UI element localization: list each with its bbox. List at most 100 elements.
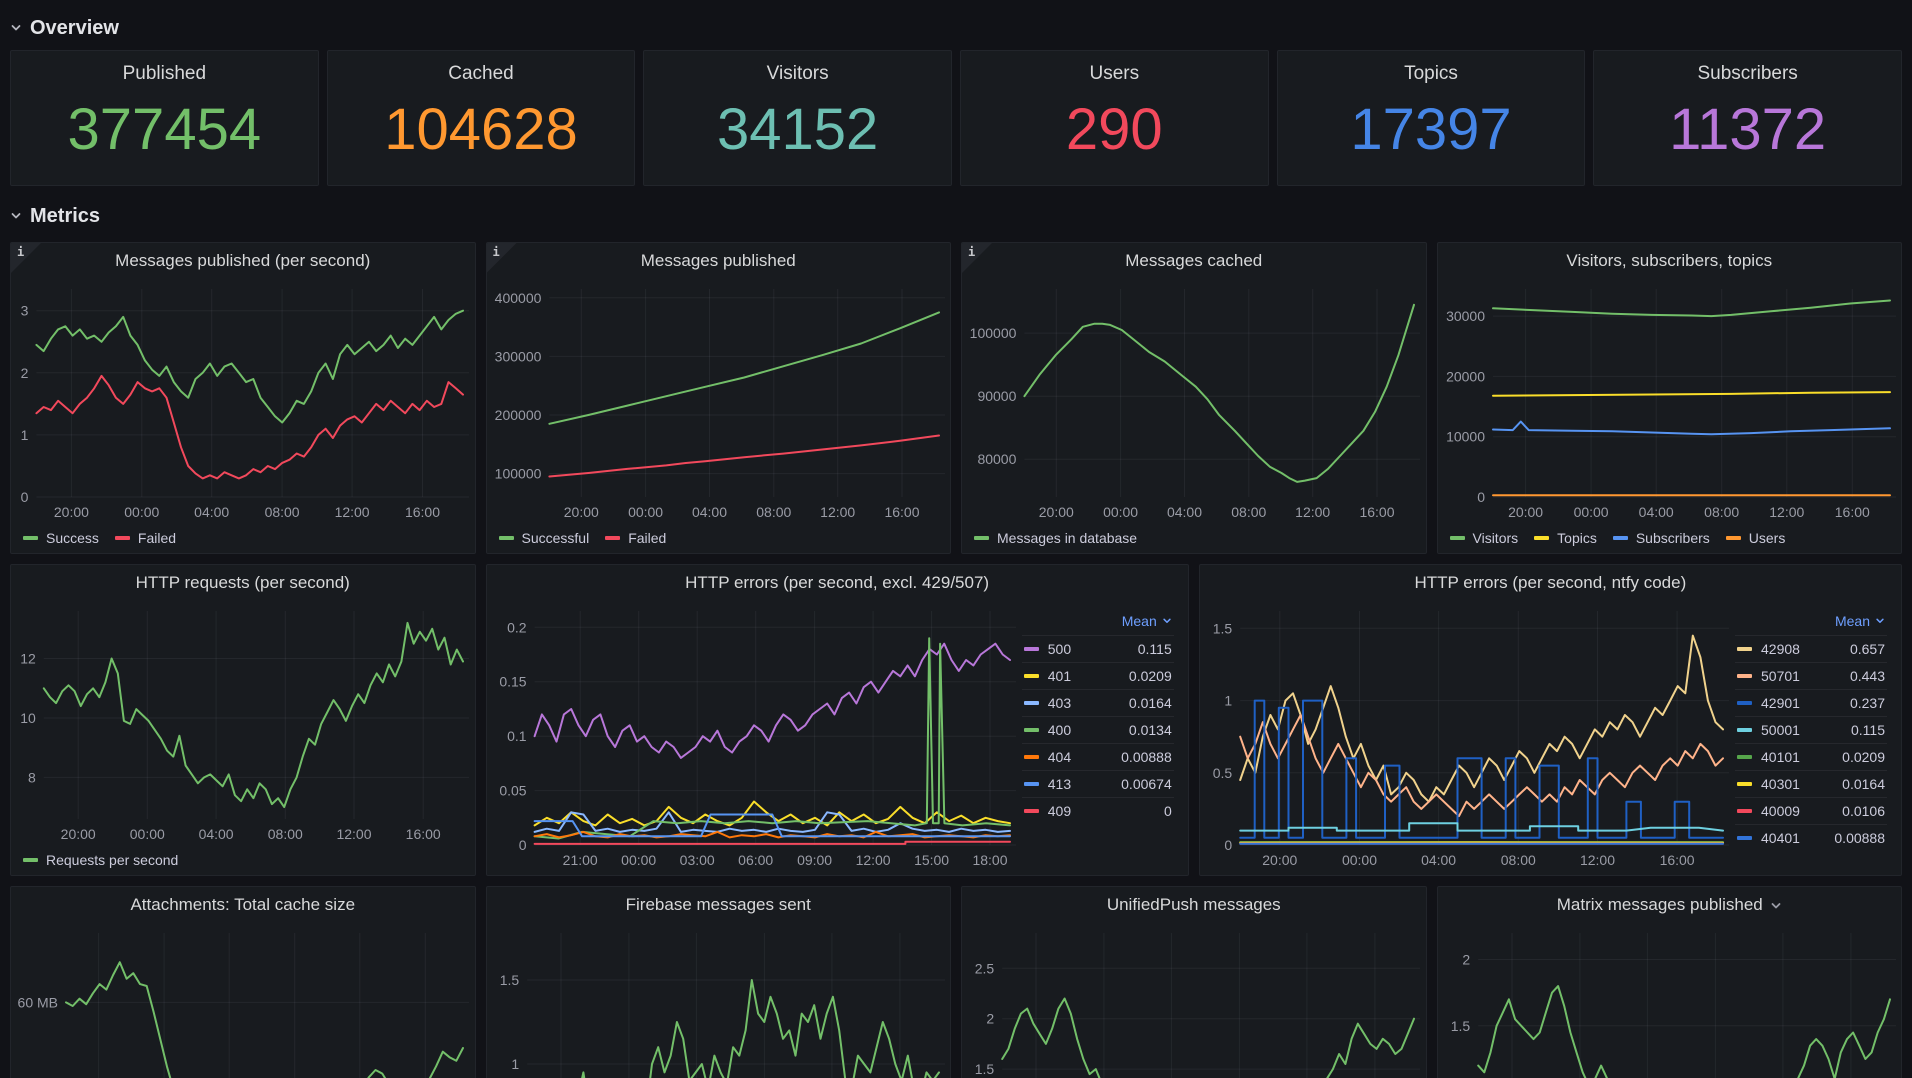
series-label: 400 — [1047, 722, 1072, 738]
legend-item[interactable]: Failed — [114, 530, 176, 546]
legend-item[interactable]: Users — [1725, 530, 1785, 546]
stat-panel-visitors[interactable]: Visitors 34152 — [643, 50, 952, 186]
stat-value: 377454 — [67, 97, 262, 162]
legend-item[interactable]: 40401 0.00888 — [1735, 824, 1887, 851]
legend-sort-mean[interactable]: Mean — [1022, 611, 1174, 635]
legend-item[interactable]: 403 0.0164 — [1021, 689, 1174, 716]
plot-area[interactable]: 100000 200000 300000 400000 20:00 00:00 04:00 0… — [491, 279, 947, 525]
series-label: 42908 — [1761, 641, 1800, 657]
svg-text:00:00: 00:00 — [1103, 504, 1138, 520]
legend-item[interactable]: 400 0.0134 — [1021, 716, 1174, 743]
panel-http-errors-ntfy: HTTP errors (per second, ntfy code) 0 0.5… — [1198, 564, 1902, 876]
svg-text:0: 0 — [21, 489, 29, 505]
time-series-chart[interactable]: 0 10000 20000 30000 20:00 00:00 04:00 08:00 12:0… — [1438, 279, 1902, 553]
series-label: 40401 — [1761, 830, 1800, 846]
stat-panel-topics[interactable]: Topics 17397 — [1276, 50, 1586, 186]
plot-area[interactable]: 0 0.05 0.1 0.15 0.2 21:00 00:00 03:00 06:00 09:00… — [491, 601, 1018, 873]
svg-text:20:00: 20:00 — [1508, 504, 1543, 520]
stat-panel-cached[interactable]: Cached 104628 — [326, 50, 636, 186]
legend-item[interactable]: 409 0 — [1021, 797, 1174, 824]
plot-area[interactable]: 0 1 2 3 20:00 00:00 04:00 08:00 12:00 16:00 — [15, 279, 471, 525]
time-series-chart[interactable]: 0.511.5 — [487, 923, 951, 1078]
series-label: Messages in database — [997, 530, 1138, 546]
panel-header[interactable]: HTTP errors (per second, ntfy code) — [1200, 565, 1901, 601]
legend-item[interactable]: 500 0.115 — [1021, 635, 1174, 662]
legend-item[interactable]: 401 0.0209 — [1021, 662, 1174, 689]
series-swatch — [1725, 536, 1741, 540]
panel-messages-published-rate: Messages published (per second) 0 1 2 3 20:0… — [10, 242, 476, 554]
panel-header[interactable]: UnifiedPush messages — [962, 887, 1426, 923]
panel-header[interactable]: Messages published (per second) — [11, 243, 475, 279]
panel-header[interactable]: HTTP requests (per second) — [11, 565, 475, 601]
time-series-chart[interactable]: 11.522.5 — [962, 923, 1426, 1078]
legend-item[interactable]: 50001 0.115 — [1735, 716, 1887, 743]
svg-text:0: 0 — [518, 837, 526, 853]
time-series-chart[interactable]: 80000 90000 100000 20:00 00:00 04:00 08:00 12:0… — [962, 279, 1426, 553]
svg-text:90000: 90000 — [977, 388, 1016, 404]
time-series-chart[interactable]: 8 10 12 20:00 00:00 04:00 08:00 12:00 16:00 Reque… — [11, 601, 475, 875]
plot-area[interactable]: 0.511.52 — [1442, 923, 1898, 1078]
legend-item[interactable]: Topics — [1534, 530, 1597, 546]
panel-header[interactable]: Messages published — [487, 243, 951, 279]
svg-text:12:00: 12:00 — [855, 852, 890, 868]
panel-header[interactable]: Messages cached — [962, 243, 1426, 279]
legend-item[interactable]: 40301 0.0164 — [1735, 770, 1887, 797]
section-header-metrics[interactable]: Metrics — [10, 202, 1902, 230]
time-series-chart[interactable]: 0 0.5 1 1.5 20:00 00:00 04:00 08:00 12:00 16:00 Me… — [1200, 601, 1901, 875]
legend-item[interactable]: 42908 0.657 — [1735, 635, 1887, 662]
plot-area[interactable]: 0 0.5 1 1.5 20:00 00:00 04:00 08:00 12:00 16:00 — [1204, 601, 1731, 873]
legend-item[interactable]: Success — [23, 530, 99, 546]
section-header-overview[interactable]: Overview — [10, 14, 1902, 42]
panel-header[interactable]: Firebase messages sent — [487, 887, 951, 923]
svg-text:200000: 200000 — [494, 407, 541, 423]
legend-item[interactable]: Subscribers — [1612, 530, 1710, 546]
plot-area[interactable]: 80000 90000 100000 20:00 00:00 04:00 08:00 12:0… — [966, 279, 1422, 525]
plot-area[interactable]: 11.522.5 — [966, 923, 1422, 1078]
metrics-row-1: Messages published (per second) 0 1 2 3 20:0… — [10, 242, 1902, 554]
svg-text:20:00: 20:00 — [1262, 852, 1297, 868]
time-series-chart[interactable]: 0.511.52 — [1438, 923, 1902, 1078]
legend-sort-mean[interactable]: Mean — [1735, 611, 1887, 635]
legend-item[interactable]: 50701 0.443 — [1735, 662, 1887, 689]
legend-item[interactable]: 40009 0.0106 — [1735, 797, 1887, 824]
plot-area[interactable]: 0.511.5 — [491, 923, 947, 1078]
series-swatch — [114, 536, 130, 540]
legend-item[interactable]: Requests per second — [23, 852, 178, 868]
panel-title: Matrix messages published — [1556, 895, 1763, 914]
legend-item[interactable]: Visitors — [1449, 530, 1518, 546]
svg-text:12:00: 12:00 — [1769, 504, 1804, 520]
legend: Success Failed — [15, 525, 471, 551]
legend-item[interactable]: Failed — [605, 530, 666, 546]
legend-item[interactable]: 42901 0.237 — [1735, 689, 1887, 716]
legend-item[interactable]: Messages in database — [974, 530, 1137, 546]
panel-title: Messages published — [640, 251, 796, 270]
panel-unifiedpush-messages: UnifiedPush messages 11.522.5 — [961, 886, 1427, 1078]
panel-header[interactable]: HTTP errors (per second, excl. 429/507) — [487, 565, 1188, 601]
svg-text:08:00: 08:00 — [1704, 504, 1739, 520]
series-swatch — [1737, 755, 1752, 759]
time-series-chart[interactable]: 0 1 2 3 20:00 00:00 04:00 08:00 12:00 16:00 Succes… — [11, 279, 475, 553]
plot-area[interactable]: 55 MB60 MB — [15, 923, 471, 1078]
panel-header[interactable]: Matrix messages published — [1438, 887, 1902, 923]
legend-item[interactable]: 404 0.00888 — [1021, 743, 1174, 770]
stat-panel-published[interactable]: Published 377454 — [10, 50, 319, 186]
svg-text:1.5: 1.5 — [975, 1061, 995, 1077]
stat-panel-users[interactable]: Users 290 — [959, 50, 1269, 186]
metrics-row-3: Attachments: Total cache size 55 MB60 MB… — [10, 886, 1902, 1078]
panel-header[interactable]: Visitors, subscribers, topics — [1438, 243, 1902, 279]
time-series-chart[interactable]: 100000 200000 300000 400000 20:00 00:00 04:00 0… — [487, 279, 951, 553]
stat-panel-subscribers[interactable]: Subscribers 11372 — [1593, 50, 1902, 186]
legend-item[interactable]: 40101 0.0209 — [1735, 743, 1887, 770]
series-label: 40101 — [1761, 749, 1800, 765]
series-label: Subscribers — [1635, 530, 1710, 546]
plot-area[interactable]: 8 10 12 20:00 00:00 04:00 08:00 12:00 16:00 — [15, 601, 471, 847]
svg-text:8: 8 — [28, 769, 36, 785]
plot-area[interactable]: 0 10000 20000 30000 20:00 00:00 04:00 08:00 12:0… — [1442, 279, 1898, 525]
time-series-chart[interactable]: 55 MB60 MB — [11, 923, 475, 1078]
time-series-chart[interactable]: 0 0.05 0.1 0.15 0.2 21:00 00:00 03:00 06:00 09:00… — [487, 601, 1188, 875]
panel-header[interactable]: Attachments: Total cache size — [11, 887, 475, 923]
svg-text:09:00: 09:00 — [797, 852, 832, 868]
legend-item[interactable]: 413 0.00674 — [1021, 770, 1174, 797]
series-swatch — [1023, 647, 1039, 651]
legend-item[interactable]: Successful — [498, 530, 589, 546]
